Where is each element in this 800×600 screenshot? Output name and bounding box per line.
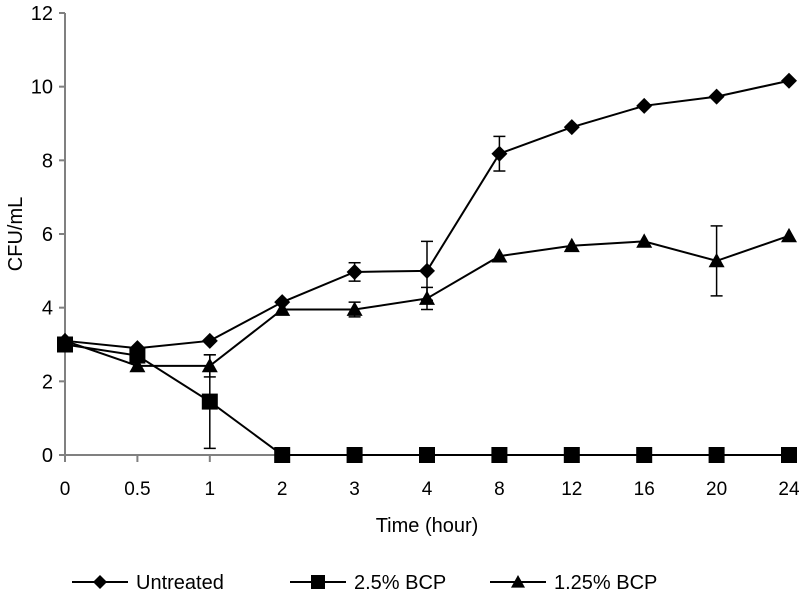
- data-point: [274, 301, 291, 316]
- data-point: [201, 357, 218, 373]
- data-point: [708, 252, 725, 268]
- y-tick-label: 8: [42, 150, 53, 172]
- y-tick-label: 6: [42, 224, 53, 246]
- legend-label: 1.25% BCP: [554, 572, 657, 594]
- legend-marker-diamond: [93, 575, 107, 589]
- data-point: [129, 357, 146, 373]
- data-point: [708, 88, 725, 105]
- x-tick-label: 0.5: [124, 479, 150, 500]
- data-point: [201, 332, 218, 349]
- data-point: [563, 447, 580, 463]
- data-point: [274, 447, 291, 463]
- series-square: [57, 336, 797, 463]
- series-triangle: [57, 225, 797, 378]
- legend-item: 1.25% BCP: [490, 572, 657, 594]
- data-point: [129, 347, 146, 364]
- data-point: [491, 248, 508, 263]
- data-point: [57, 332, 73, 348]
- x-tick-label: 16: [634, 479, 655, 500]
- y-tick-label: 4: [42, 298, 53, 320]
- y-tick-label: 10: [31, 77, 53, 99]
- legend-marker-triangle: [511, 575, 525, 588]
- data-point: [419, 262, 435, 279]
- data-point: [636, 233, 653, 248]
- legend-item: 2.5% BCP: [290, 572, 446, 594]
- data-point: [491, 447, 508, 463]
- data-point: [563, 119, 580, 136]
- y-tick-label: 12: [31, 3, 53, 25]
- data-point: [563, 237, 580, 253]
- data-point: [346, 301, 363, 316]
- data-point: [781, 447, 797, 463]
- data-point: [346, 263, 363, 280]
- series-group: [57, 72, 797, 463]
- x-tick-label: 12: [561, 479, 582, 500]
- data-point: [346, 447, 363, 463]
- x-tick-label: 24: [778, 479, 800, 500]
- y-tick-label: 2: [42, 371, 53, 393]
- x-tick-label: 3: [349, 479, 360, 500]
- legend-item: Untreated: [72, 572, 224, 594]
- x-tick-label: 1: [205, 479, 216, 500]
- x-axis-label: Time (hour): [376, 515, 479, 537]
- legend-label: 2.5% BCP: [354, 572, 446, 594]
- data-point: [491, 145, 508, 162]
- legend-label: Untreated: [136, 572, 224, 594]
- data-point: [636, 447, 653, 463]
- data-point: [636, 97, 653, 114]
- x-tick-label: 2: [277, 479, 288, 500]
- x-tick-label: 20: [706, 479, 727, 500]
- y-axis-label: CFU/mL: [5, 197, 27, 271]
- y-tick-label: 0: [42, 445, 53, 467]
- x-tick-label: 8: [494, 479, 505, 500]
- legend: Untreated 2.5% BCP 1.25% BCP: [72, 572, 657, 594]
- data-point: [201, 393, 218, 410]
- data-point: [419, 290, 435, 305]
- x-tick-label: 0: [60, 479, 71, 500]
- series-line: [64, 343, 789, 456]
- series-diamond: [57, 72, 797, 357]
- legend-marker-square: [311, 575, 325, 589]
- data-point: [781, 72, 797, 89]
- x-tick-label: 4: [422, 479, 433, 500]
- data-point: [781, 227, 797, 243]
- data-point: [708, 447, 725, 463]
- data-point: [419, 447, 435, 463]
